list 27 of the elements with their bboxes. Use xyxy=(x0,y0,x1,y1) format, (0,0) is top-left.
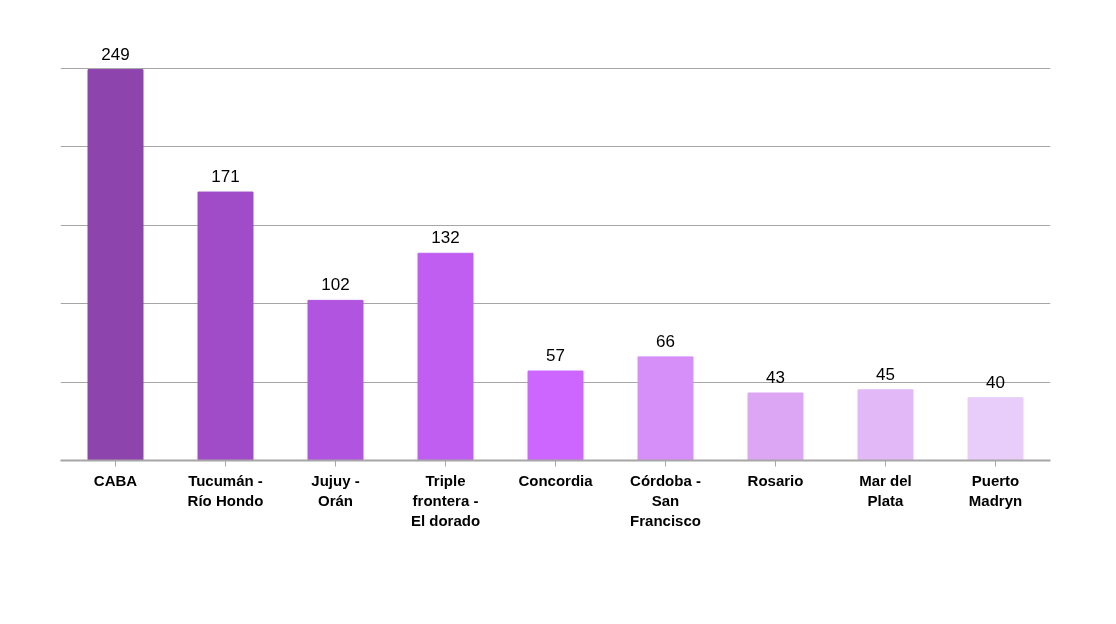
bar xyxy=(527,370,584,461)
bar xyxy=(197,191,254,461)
data-label: 43 xyxy=(766,367,785,387)
data-label: 66 xyxy=(656,331,675,351)
x-tick-label: Mar del Plata xyxy=(859,471,912,509)
data-label: 40 xyxy=(986,372,1005,392)
bar xyxy=(417,252,474,461)
bar xyxy=(307,299,364,461)
x-tick-label: Puerto Madryn xyxy=(968,471,1023,509)
bar xyxy=(747,392,804,461)
data-label: 45 xyxy=(876,364,895,384)
bar xyxy=(87,69,144,461)
data-label: 102 xyxy=(321,275,350,295)
x-tick-label: Rosario xyxy=(747,471,804,489)
bar xyxy=(637,356,694,461)
data-label: 249 xyxy=(101,44,130,64)
bar xyxy=(967,397,1024,461)
x-tick-label: CABA xyxy=(93,471,138,489)
x-tick-label: Triple frontera - El dorado xyxy=(410,471,481,530)
x-tick-label: Jujuy - Orán xyxy=(311,471,360,509)
data-label: 132 xyxy=(431,228,460,248)
data-label: 57 xyxy=(546,346,565,366)
x-tick-label: Concordia xyxy=(518,471,594,489)
bar xyxy=(857,389,914,461)
x-tick-label: Córdoba - San Francisco xyxy=(630,471,701,530)
x-tick-label: Tucumán - Río Hondo xyxy=(187,471,264,509)
data-label: 171 xyxy=(211,167,240,187)
